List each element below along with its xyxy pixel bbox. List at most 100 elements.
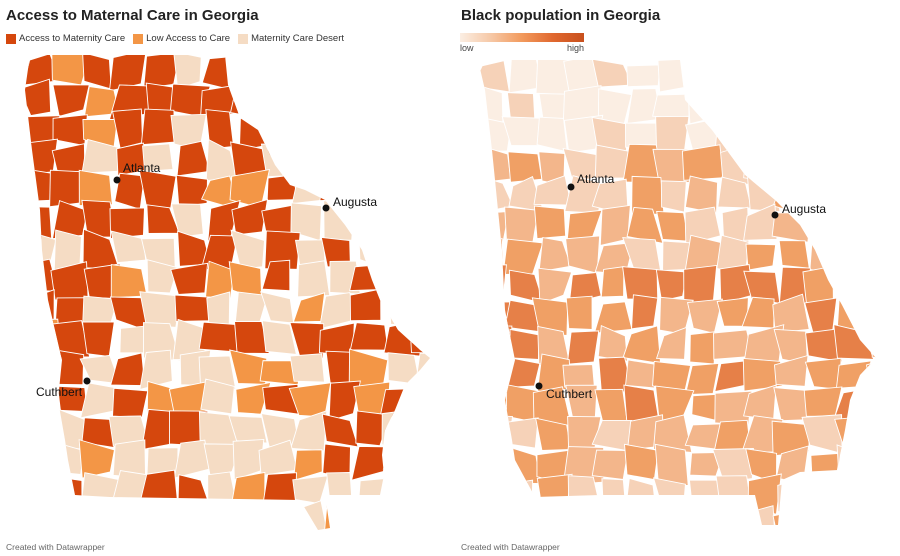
county	[656, 210, 690, 242]
county	[509, 447, 541, 485]
county	[79, 504, 122, 530]
county	[51, 200, 88, 240]
county	[714, 390, 753, 426]
city-label-cuthbert: Cuthbert	[546, 387, 593, 401]
city-label-augusta: Augusta	[333, 195, 377, 209]
county	[25, 138, 59, 175]
county	[626, 64, 661, 88]
county	[593, 301, 633, 334]
legend-label-low-access: Low Access to Care	[146, 33, 231, 44]
county	[478, 360, 514, 396]
county	[266, 174, 298, 201]
county	[480, 238, 504, 272]
legend-label-access: Access to Maternity Care	[19, 33, 126, 44]
legend-swatch-low-access	[133, 33, 144, 44]
county	[714, 114, 755, 154]
county	[26, 289, 55, 329]
county	[833, 323, 875, 360]
county	[478, 325, 513, 363]
county	[234, 321, 270, 354]
county	[262, 503, 293, 530]
county	[238, 500, 269, 530]
city-marker-augusta	[771, 211, 779, 219]
county	[771, 212, 812, 243]
county	[862, 448, 876, 485]
county	[80, 382, 119, 419]
county	[25, 169, 55, 202]
black-population-map-panel: Black population in Georgia low high Atl…	[450, 0, 900, 556]
county	[684, 362, 720, 396]
county	[778, 240, 810, 269]
county	[289, 78, 328, 120]
county	[25, 498, 59, 530]
county	[382, 500, 419, 530]
county	[833, 479, 867, 512]
county	[597, 324, 628, 362]
county	[292, 475, 329, 505]
county	[835, 360, 872, 389]
right-map-footer: Created with Datawrapper	[461, 542, 560, 552]
county	[382, 440, 414, 477]
county	[715, 475, 754, 517]
county	[259, 58, 296, 89]
county	[380, 200, 412, 234]
county	[170, 262, 209, 295]
county	[864, 417, 876, 455]
county	[686, 298, 723, 334]
black-population-legend: low high	[460, 33, 584, 53]
county	[380, 168, 421, 201]
county	[295, 500, 329, 530]
county	[535, 508, 574, 525]
legend-item-access: Access to Maternity Care	[6, 33, 125, 44]
county	[714, 360, 746, 393]
county	[408, 232, 430, 270]
county	[802, 116, 837, 154]
county	[142, 498, 177, 530]
county	[265, 108, 297, 151]
legend-item-low-access: Low Access to Care	[133, 33, 230, 44]
county	[772, 508, 814, 525]
county	[25, 78, 52, 117]
county	[871, 270, 876, 304]
county	[230, 229, 265, 270]
county	[536, 116, 568, 153]
county	[871, 330, 876, 360]
county	[412, 169, 430, 209]
county	[146, 259, 179, 294]
city-label-atlanta: Atlanta	[123, 161, 161, 175]
county	[110, 230, 147, 264]
county	[806, 87, 844, 123]
maternal-care-legend: Access to Maternity Care Low Access to C…	[6, 33, 352, 44]
county	[531, 297, 569, 336]
county	[293, 449, 323, 482]
county	[260, 291, 295, 324]
county	[205, 260, 235, 299]
county	[349, 288, 382, 322]
county	[566, 209, 603, 240]
county	[139, 291, 181, 328]
county	[655, 326, 687, 360]
county	[655, 115, 690, 152]
county	[478, 414, 514, 457]
county	[863, 478, 876, 515]
county	[409, 202, 430, 235]
county	[326, 472, 354, 512]
black-population-county-map: Atlanta Augusta Cuthbert	[478, 60, 876, 525]
county	[81, 472, 119, 508]
county	[714, 87, 754, 126]
county	[832, 85, 867, 120]
county	[261, 320, 297, 355]
county	[379, 55, 417, 84]
city-marker-cuthbert	[535, 382, 543, 390]
county	[687, 85, 724, 125]
county	[683, 505, 723, 525]
county	[654, 443, 689, 486]
county	[108, 55, 147, 92]
county	[600, 266, 625, 298]
county	[505, 479, 534, 510]
county	[805, 328, 843, 363]
county	[833, 237, 873, 274]
county	[25, 351, 61, 386]
city-label-augusta: Augusta	[782, 202, 826, 216]
county	[478, 301, 514, 329]
